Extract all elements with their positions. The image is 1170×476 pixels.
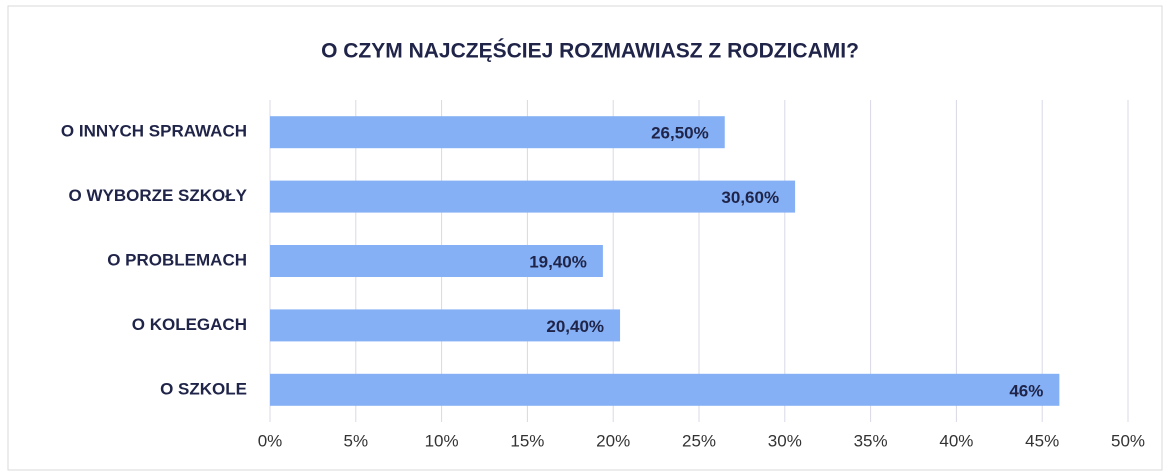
value-label: 19,40% <box>529 252 587 271</box>
x-tick-label: 15% <box>510 431 544 450</box>
x-tick-label: 0% <box>258 431 283 450</box>
value-label: 20,40% <box>546 317 604 336</box>
x-tick-label: 5% <box>344 431 369 450</box>
x-tick-label: 10% <box>425 431 459 450</box>
value-label: 26,50% <box>651 124 709 143</box>
bar <box>270 116 725 149</box>
bar <box>270 373 1060 406</box>
value-label: 30,60% <box>721 188 779 207</box>
x-tick-label: 25% <box>682 431 716 450</box>
chart-title: O CZYM NAJCZĘŚCIEJ ROZMAWIASZ Z RODZICAM… <box>321 39 859 63</box>
bar <box>270 309 621 342</box>
x-tick-label: 30% <box>768 431 802 450</box>
value-label: 46% <box>1009 381 1043 400</box>
x-tick-label: 50% <box>1111 431 1145 450</box>
bar <box>270 180 796 213</box>
x-tick-label: 40% <box>939 431 973 450</box>
x-tick-label: 35% <box>854 431 888 450</box>
x-tick-label: 45% <box>1025 431 1059 450</box>
y-tick-label: O INNYCH SPRAWACH <box>61 122 247 141</box>
y-tick-label: O SZKOLE <box>160 379 247 398</box>
y-tick-label: O WYBORZE SZKOŁY <box>69 186 248 205</box>
x-tick-label: 20% <box>596 431 630 450</box>
y-tick-label: O KOLEGACH <box>132 315 247 334</box>
y-tick-label: O PROBLEMACH <box>107 250 247 269</box>
bar <box>270 245 603 277</box>
